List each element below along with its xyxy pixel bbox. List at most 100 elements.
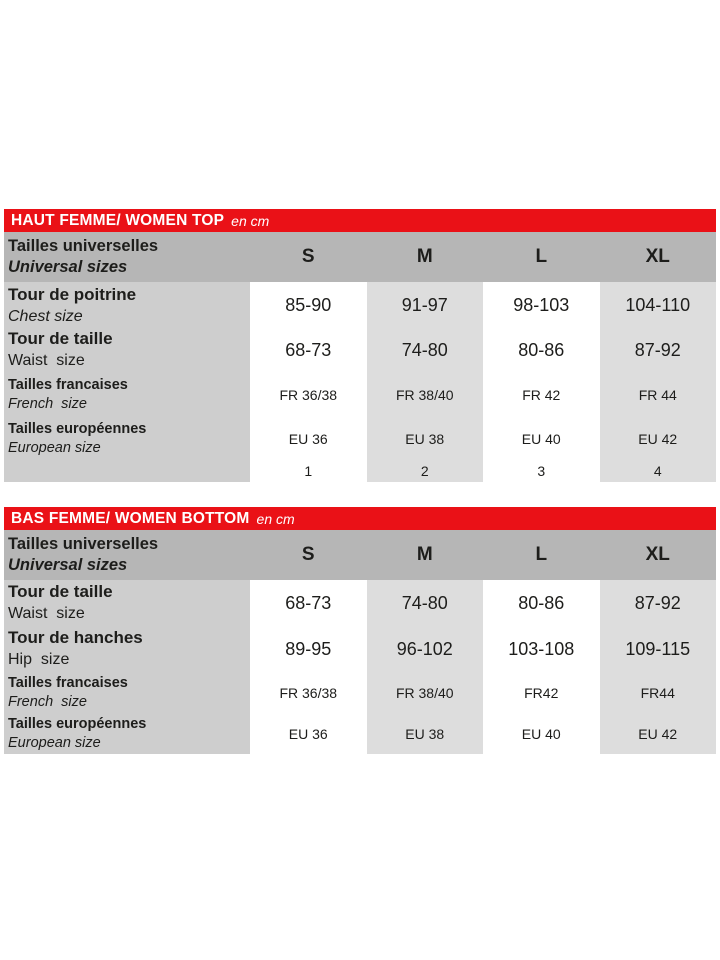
size-value-cell: FR 38/40 bbox=[366, 371, 483, 418]
size-value-cell: 1 bbox=[250, 459, 367, 482]
table-title: BAS FEMME/ WOMEN BOTTOM bbox=[11, 509, 250, 527]
size-tables-container: HAUT FEMME/ WOMEN TOP en cm Tailles univer… bbox=[4, 209, 716, 754]
size-value: FR 36/38 bbox=[279, 386, 338, 403]
row-label-en: European size bbox=[8, 439, 101, 456]
size-value-cell: EU 38 bbox=[366, 714, 483, 754]
size-value: 87-92 bbox=[634, 339, 681, 360]
row-label-cell bbox=[4, 459, 250, 482]
size-grid: Tailles universelles Universal sizes S M L XL… bbox=[4, 232, 716, 482]
table-unit-label: en cm bbox=[256, 510, 295, 527]
size-value: EU 38 bbox=[405, 726, 445, 742]
size-value-cell: 85-90 bbox=[250, 282, 367, 329]
size-col-header-xl: XL bbox=[599, 232, 716, 282]
size-value: EU 42 bbox=[638, 430, 678, 447]
size-value: FR 38/40 bbox=[395, 386, 454, 403]
size-value: 74-80 bbox=[401, 592, 448, 613]
row-label-en: Chest size bbox=[8, 307, 83, 325]
row-label-cell: Tour de hanches Hip size bbox=[4, 626, 250, 672]
size-value: FR 44 bbox=[638, 386, 677, 403]
size-value: FR 42 bbox=[522, 386, 561, 403]
size-value-cell: FR 36/38 bbox=[250, 371, 367, 418]
size-value-cell: EU 42 bbox=[599, 418, 716, 459]
size-value: 2 bbox=[420, 462, 429, 479]
size-value-cell: FR 38/40 bbox=[366, 672, 483, 714]
size-value-cell: 4 bbox=[599, 459, 716, 482]
row-label-fr: Tour de poitrine bbox=[8, 284, 137, 304]
row-label-cell: Tour de taille Waist size bbox=[4, 329, 250, 371]
size-value-cell: 109-115 bbox=[599, 626, 716, 672]
size-value: FR44 bbox=[640, 685, 675, 701]
size-value-cell: 80-86 bbox=[483, 329, 600, 371]
size-value-cell: 104-110 bbox=[599, 282, 716, 329]
row-label-fr: Tour de taille bbox=[8, 329, 113, 348]
size-value: 74-80 bbox=[401, 339, 448, 360]
size-value: EU 42 bbox=[638, 726, 678, 742]
size-table-women-bottom: BAS FEMME/ WOMEN BOTTOM en cm Tailles univ… bbox=[4, 507, 716, 754]
row-label-cell: Tailles francaises French size bbox=[4, 371, 250, 418]
size-value-cell: FR 42 bbox=[483, 371, 600, 418]
size-value-cell: EU 36 bbox=[250, 418, 367, 459]
header-label-en: Universal sizes bbox=[8, 556, 128, 574]
row-label-en: Waist size bbox=[8, 605, 85, 622]
header-label-cell: Tailles universelles Universal sizes bbox=[4, 232, 250, 282]
size-value-cell: FR42 bbox=[483, 672, 600, 714]
row-label-en: European size bbox=[8, 735, 101, 751]
size-value: 91-97 bbox=[401, 295, 448, 315]
size-value: FR42 bbox=[524, 685, 559, 701]
header-label-fr: Tailles universelles bbox=[8, 237, 159, 255]
size-value-cell: 91-97 bbox=[366, 282, 483, 329]
size-col-header-m: M bbox=[366, 530, 483, 580]
table-unit-label: en cm bbox=[231, 212, 270, 229]
size-value: 109-115 bbox=[625, 638, 691, 659]
size-value: 104-110 bbox=[625, 295, 691, 315]
size-value: 85-90 bbox=[285, 295, 332, 315]
size-value-cell: EU 38 bbox=[366, 418, 483, 459]
size-value: 98-103 bbox=[513, 295, 570, 315]
header-label-cell: Tailles universelles Universal sizes bbox=[4, 530, 250, 580]
size-value: EU 40 bbox=[521, 726, 561, 742]
size-value-cell: FR44 bbox=[599, 672, 716, 714]
size-value: 87-92 bbox=[634, 592, 681, 613]
size-value: 80-86 bbox=[518, 339, 565, 360]
row-label-fr: Tailles francaises bbox=[8, 376, 128, 393]
size-value: 103-108 bbox=[508, 638, 575, 659]
size-value-cell: 98-103 bbox=[483, 282, 600, 329]
row-label-fr: Tailles francaises bbox=[8, 675, 128, 691]
row-label-cell: Tailles francaises French size bbox=[4, 672, 250, 714]
size-value: 96-102 bbox=[396, 638, 453, 659]
row-label-cell: Tour de poitrine Chest size bbox=[4, 282, 250, 329]
header-label-fr: Tailles universelles bbox=[8, 535, 159, 553]
size-value: EU 40 bbox=[521, 430, 561, 447]
size-value: 1 bbox=[304, 462, 313, 479]
size-value: FR 38/40 bbox=[395, 685, 454, 701]
size-value-cell: 89-95 bbox=[250, 626, 367, 672]
row-label-cell: Tailles européennes European size bbox=[4, 418, 250, 459]
size-value-cell: FR 44 bbox=[599, 371, 716, 418]
size-value-cell: 74-80 bbox=[366, 580, 483, 626]
size-value-cell: EU 40 bbox=[483, 418, 600, 459]
size-value: 68-73 bbox=[285, 339, 332, 360]
size-value: 68-73 bbox=[285, 592, 332, 613]
row-label-cell: Tour de taille Waist size bbox=[4, 580, 250, 626]
size-value-cell: 74-80 bbox=[366, 329, 483, 371]
size-col-header-xl: XL bbox=[599, 530, 716, 580]
size-value: FR 36/38 bbox=[279, 685, 338, 701]
row-label-en: Waist size bbox=[8, 352, 85, 369]
table-banner: HAUT FEMME/ WOMEN TOP en cm bbox=[4, 209, 716, 232]
table-banner: BAS FEMME/ WOMEN BOTTOM en cm bbox=[4, 507, 716, 530]
size-col-header-m: M bbox=[366, 232, 483, 282]
size-value: 3 bbox=[537, 462, 546, 479]
size-col-header-s: S bbox=[250, 232, 367, 282]
size-value-cell: 80-86 bbox=[483, 580, 600, 626]
size-value-cell: 103-108 bbox=[483, 626, 600, 672]
size-value: 4 bbox=[653, 462, 662, 479]
row-label-fr: Tour de hanches bbox=[8, 628, 143, 647]
table-title: HAUT FEMME/ WOMEN TOP bbox=[11, 211, 225, 229]
size-value-cell: EU 42 bbox=[599, 714, 716, 754]
row-label-fr: Tailles européennes bbox=[8, 716, 147, 732]
size-value-cell: 68-73 bbox=[250, 580, 367, 626]
size-table-women-top: HAUT FEMME/ WOMEN TOP en cm Tailles univer… bbox=[4, 209, 716, 482]
size-value: 80-86 bbox=[518, 592, 565, 613]
size-col-header-l: L bbox=[483, 530, 600, 580]
